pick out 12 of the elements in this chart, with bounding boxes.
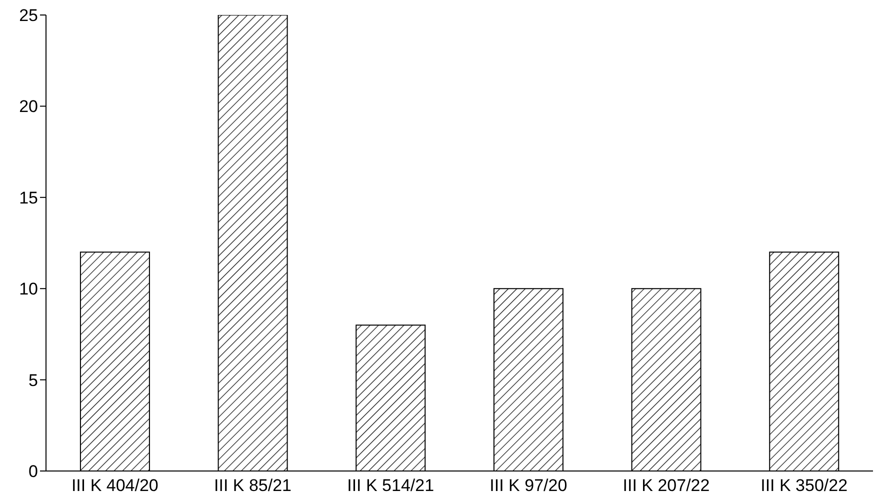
x-tick-label: III K 514/21 [347,476,434,496]
x-tick-label: III K 350/22 [760,476,848,496]
x-tick-label: III K 207/22 [622,476,710,496]
y-tick-label: 10 [19,280,38,299]
y-tick-label: 0 [28,462,38,482]
y-tick-label: 20 [19,97,38,116]
y-tick-label: 25 [19,6,38,26]
y-tick-label: 5 [28,370,38,390]
x-tick-label: III K 85/21 [214,476,292,496]
x-tick-label: III K 97/20 [490,476,568,496]
y-tick-label: 15 [19,188,38,208]
x-tick-label: III K 404/20 [71,476,158,496]
